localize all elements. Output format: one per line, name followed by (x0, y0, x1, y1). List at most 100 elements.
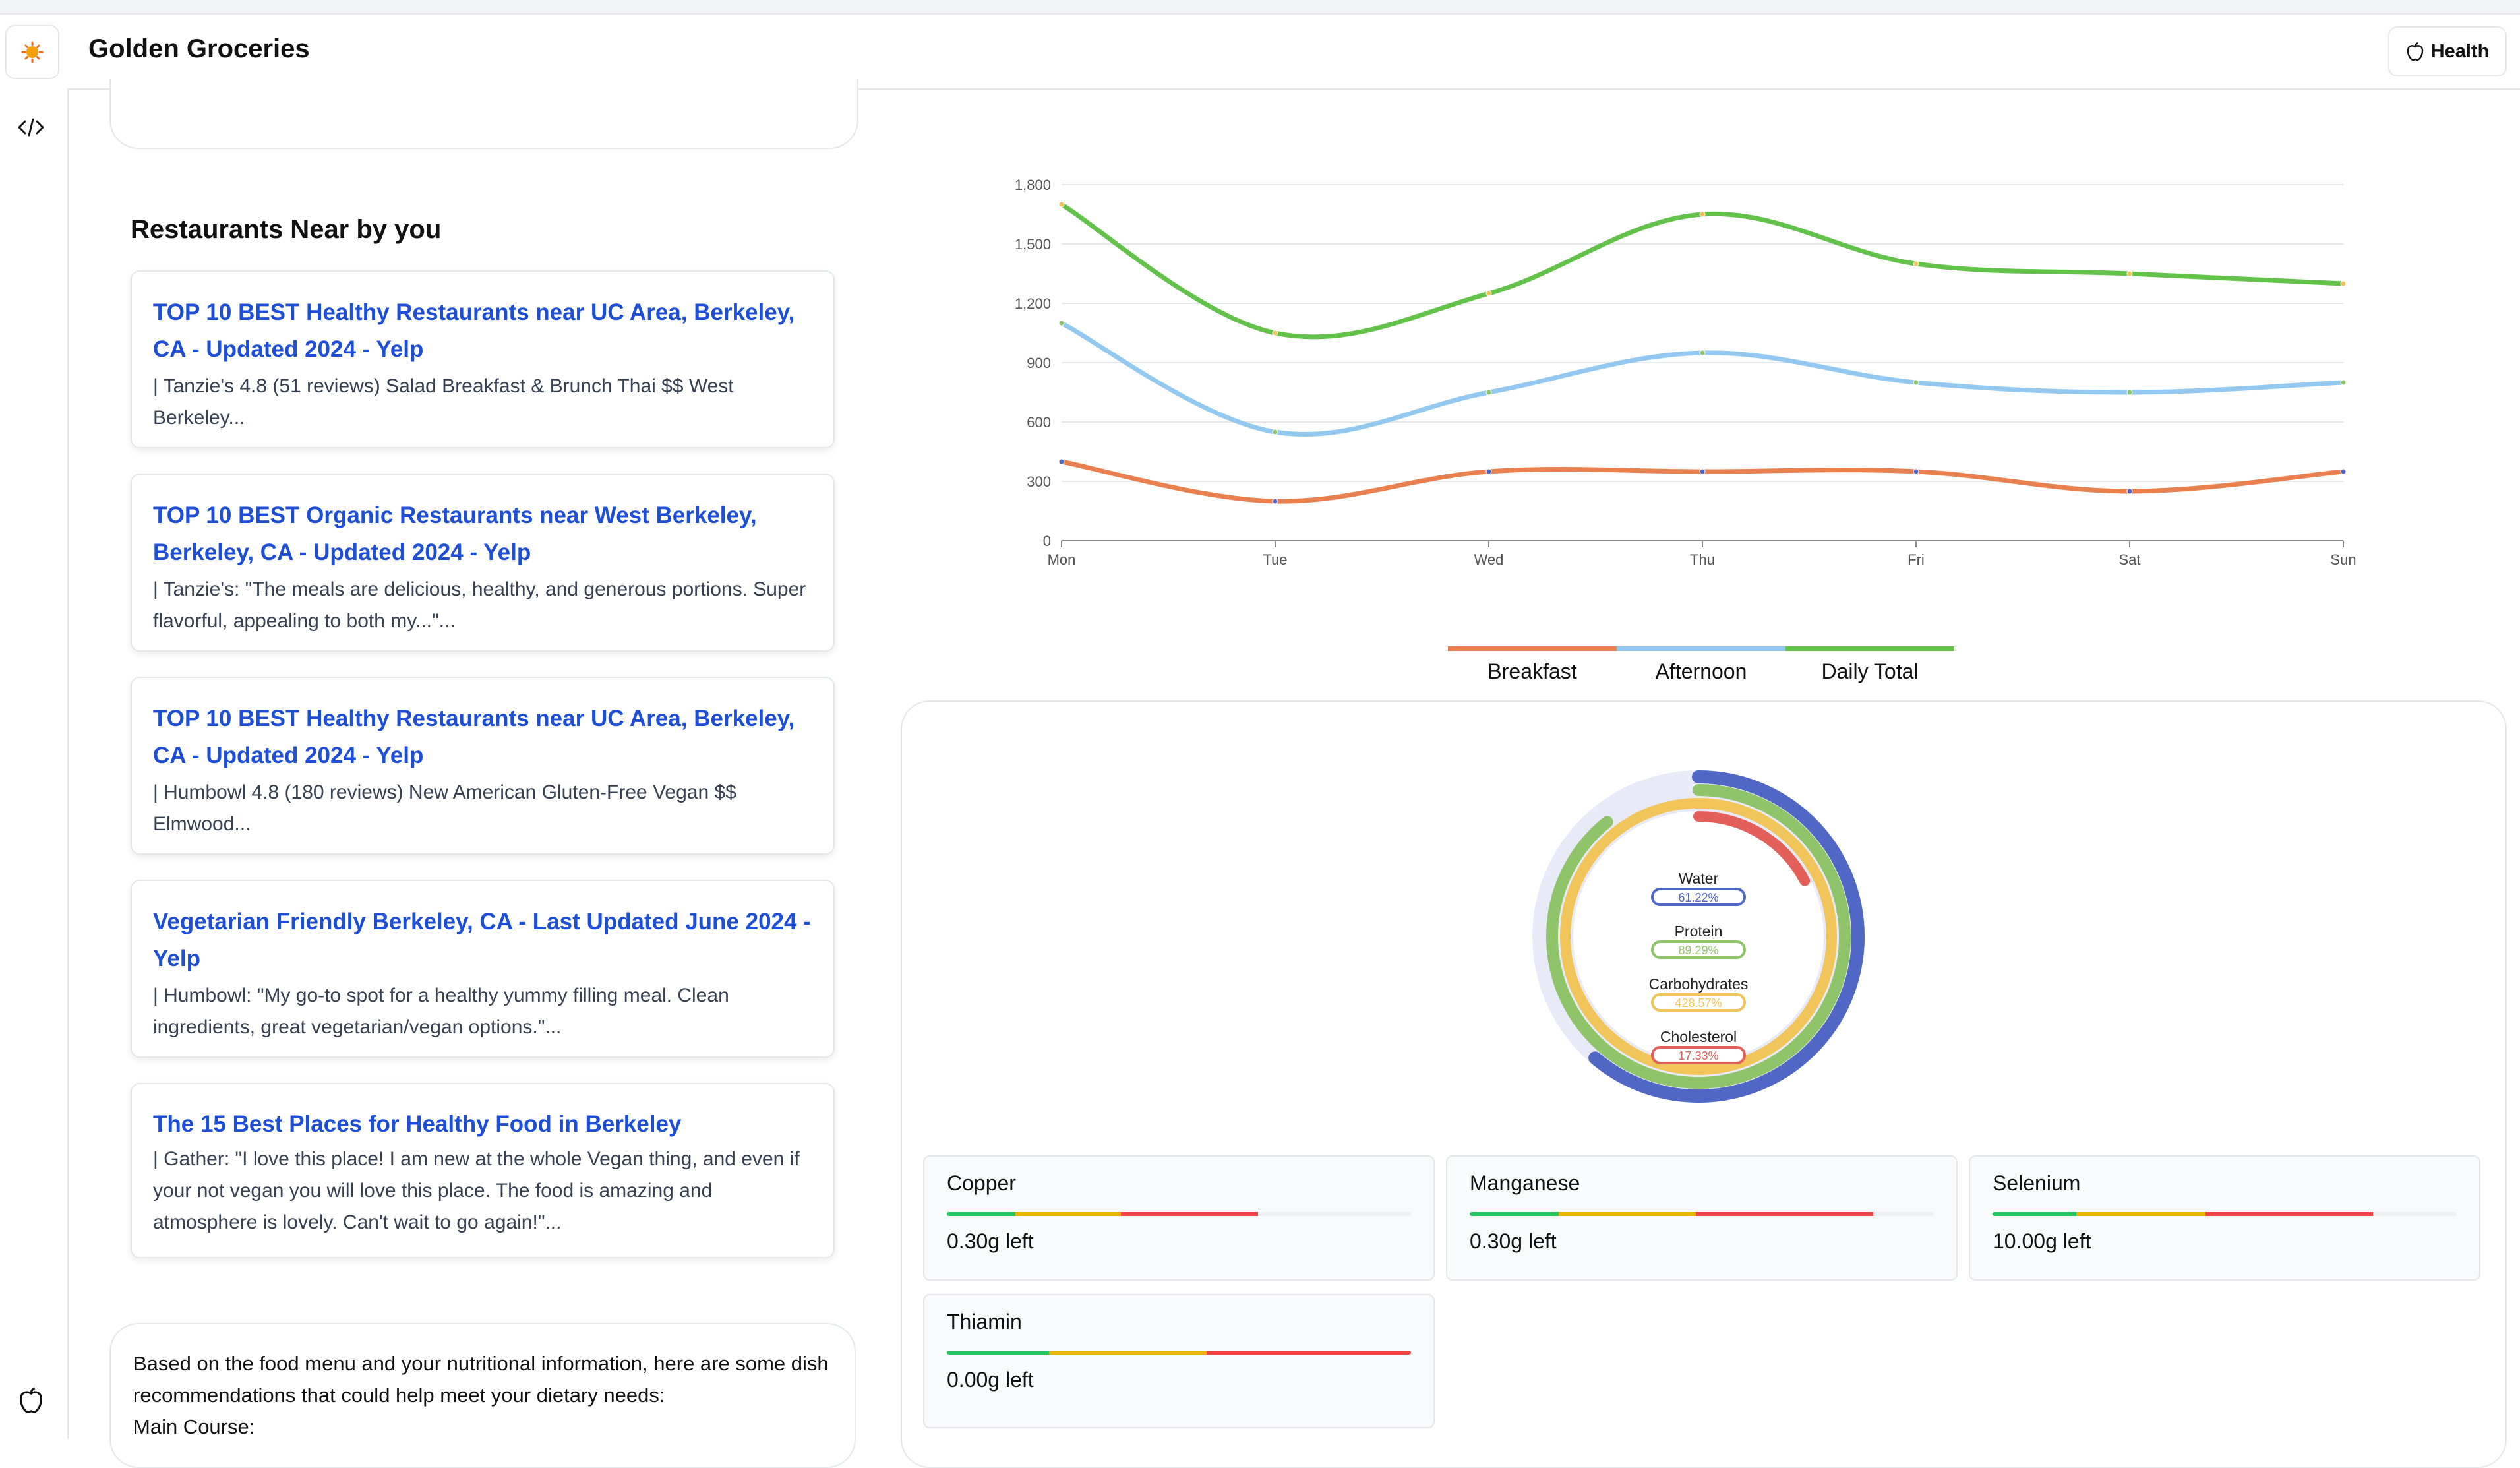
data-point[interactable] (1272, 330, 1278, 336)
restaurant-card: Vegetarian Friendly Berkeley, CA - Last … (131, 880, 835, 1058)
y-tick-label: 1,800 (1015, 177, 1051, 193)
ring-value: 17.33% (1678, 1049, 1718, 1062)
restaurant-link[interactable]: The 15 Best Places for Healthy Food in B… (153, 1111, 682, 1137)
code-view-button[interactable] (16, 112, 46, 142)
health-rail-button[interactable] (16, 1385, 46, 1415)
progress-segment (947, 1212, 1015, 1216)
progress-segment (2076, 1212, 2206, 1216)
data-point[interactable] (1485, 290, 1492, 297)
progress-segment (1695, 1212, 1874, 1216)
restaurant-snippet: | Tanzie's 4.8 (51 reviews) Salad Breakf… (153, 375, 734, 429)
restaurant-card: TOP 10 BEST Healthy Restaurants near UC … (131, 677, 835, 855)
restaurant-link[interactable]: TOP 10 BEST Healthy Restaurants near UC … (153, 299, 795, 362)
rings-center (1573, 811, 1824, 1062)
x-tick-label: Sun (2330, 551, 2356, 568)
data-point[interactable] (1272, 429, 1278, 435)
data-point[interactable] (2340, 468, 2347, 475)
restaurants-heading: Restaurants Near by you (131, 215, 442, 244)
weekly-calories-chart: 0 300 600 900 1,200 1,500 1,800 Mon Tue Wed Thu Fri… (1015, 177, 2356, 568)
restaurant-snippet: | Gather: "I love this place! I am new a… (153, 1148, 800, 1233)
restaurant-snippet: | Humbowl 4.8 (180 reviews) New American… (153, 781, 736, 835)
mineral-remaining: 0.30g left (1470, 1229, 1557, 1253)
mineral-card-thiamin: Thiamin 0.00g left (923, 1294, 1435, 1428)
y-tick-label: 900 (1027, 355, 1051, 371)
ring-water[interactable] (1588, 770, 1865, 1103)
y-tick-label: 1,200 (1015, 295, 1051, 312)
sun-logo-icon (21, 41, 44, 63)
data-point[interactable] (1913, 379, 1919, 386)
previous-card-bottom (109, 79, 858, 149)
data-point[interactable] (2126, 389, 2133, 396)
ring-value-pill (1651, 888, 1746, 906)
data-point[interactable] (1485, 389, 1492, 396)
health-button[interactable]: Health (2388, 26, 2507, 76)
progress-segment (1470, 1212, 1559, 1216)
restaurant-card: TOP 10 BEST Organic Restaurants near Wes… (131, 474, 835, 652)
legend-item-daily-total[interactable]: Daily Total (1785, 646, 1954, 686)
nutrition-rings-chart: Water 61.22% Protein 89.29% Carbohydrates 428… (1532, 770, 1865, 1103)
restaurant-snippet: | Tanzie's: "The meals are delicious, he… (153, 578, 806, 632)
data-point[interactable] (2126, 488, 2133, 495)
restaurant-link[interactable]: TOP 10 BEST Organic Restaurants near Wes… (153, 503, 757, 565)
ring-value-pill (1651, 993, 1746, 1012)
mineral-name: Thiamin (947, 1310, 1022, 1333)
x-tick-label: Thu (1690, 551, 1715, 568)
mineral-card-selenium: Selenium 10.00g left (1969, 1155, 2480, 1281)
series-line-daily-total (1059, 202, 2346, 340)
ring-value-pill (1651, 940, 1746, 959)
ring-label: Protein (1675, 923, 1723, 940)
ring-value-pill (1651, 1046, 1746, 1064)
restaurant-link[interactable]: Vegetarian Friendly Berkeley, CA - Last … (153, 909, 811, 971)
chart-legend: Breakfast Afternoon Daily Total (1448, 646, 1954, 686)
data-point[interactable] (1272, 498, 1278, 505)
progress-segment (1121, 1212, 1258, 1216)
data-point[interactable] (1058, 201, 1065, 208)
y-tick-label: 1,500 (1015, 236, 1051, 253)
ring-value: 89.29% (1678, 944, 1718, 957)
mineral-progress-bar (1470, 1212, 1934, 1216)
data-point[interactable] (1913, 468, 1919, 475)
app-logo-button[interactable] (5, 25, 59, 79)
mineral-progress-bar (1993, 1212, 2457, 1216)
progress-segment (947, 1351, 1049, 1355)
restaurant-link[interactable]: TOP 10 BEST Healthy Restaurants near UC … (153, 706, 795, 768)
mineral-card-copper: Copper 0.30g left (923, 1155, 1435, 1281)
browser-top-strip (0, 0, 2520, 15)
data-point[interactable] (1699, 350, 1706, 356)
app-title: Golden Groceries (88, 34, 310, 63)
progress-segment (1048, 1351, 1207, 1355)
legend-label: Afternoon (1655, 659, 1747, 683)
ring-label: Carbohydrates (1649, 975, 1749, 993)
data-point[interactable] (1485, 468, 1492, 475)
restaurant-card: TOP 10 BEST Healthy Restaurants near UC … (131, 270, 835, 448)
y-tick-label: 0 (1043, 533, 1051, 549)
data-point[interactable] (1913, 260, 1919, 267)
data-point[interactable] (1058, 320, 1065, 326)
health-button-label: Health (2430, 40, 2490, 62)
recommendation-card: Based on the food menu and your nutritio… (109, 1323, 856, 1468)
legend-item-afternoon[interactable]: Afternoon (1617, 646, 1785, 686)
legend-item-breakfast[interactable]: Breakfast (1448, 646, 1617, 686)
legend-label: Breakfast (1487, 659, 1577, 683)
progress-segment (1558, 1212, 1696, 1216)
ring-cholesterol[interactable] (1693, 811, 1811, 886)
progress-segment (1993, 1212, 2076, 1216)
mineral-name: Selenium (1993, 1171, 2081, 1195)
mineral-remaining: 10.00g left (1993, 1229, 2091, 1253)
ring-carbohydrates[interactable] (1559, 798, 1837, 1075)
data-point[interactable] (1699, 468, 1706, 475)
recommendation-subheading: Main Course: (133, 1415, 255, 1438)
mineral-remaining: 0.00g left (947, 1368, 1034, 1392)
data-point[interactable] (2340, 280, 2347, 287)
ring-label: Cholesterol (1660, 1028, 1737, 1045)
x-tick-label: Fri (1907, 551, 1925, 568)
data-point[interactable] (2340, 379, 2347, 386)
y-tick-label: 600 (1027, 414, 1051, 431)
ring-protein[interactable] (1546, 784, 1851, 1089)
data-point[interactable] (1058, 458, 1065, 465)
mineral-progress-bar (947, 1351, 1411, 1355)
data-point[interactable] (2126, 270, 2133, 277)
mineral-progress-bar (947, 1212, 1411, 1216)
data-point[interactable] (1699, 211, 1706, 218)
restaurant-card: The 15 Best Places for Healthy Food in B… (131, 1083, 835, 1258)
